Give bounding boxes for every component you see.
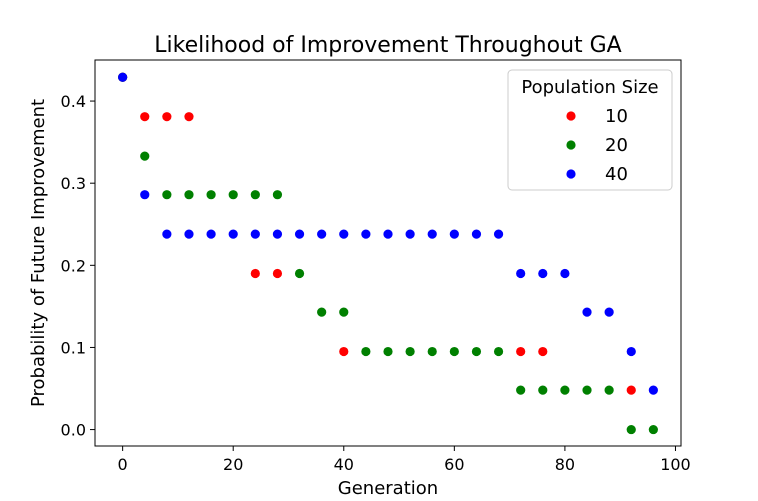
data-point-20 xyxy=(493,346,504,357)
data-point-20 xyxy=(162,190,172,200)
data-point-40 xyxy=(228,229,238,239)
x-tick-label: 100 xyxy=(660,455,691,474)
data-point-20 xyxy=(140,151,150,161)
x-tick-label: 0 xyxy=(118,455,128,474)
data-point-20 xyxy=(471,346,482,357)
data-point-10 xyxy=(162,112,172,122)
data-point-20 xyxy=(427,346,437,357)
y-tick-label: 0.3 xyxy=(61,174,86,193)
data-point-20 xyxy=(184,190,194,200)
data-point-40 xyxy=(405,229,415,239)
legend-box xyxy=(507,69,673,191)
data-point-40 xyxy=(361,229,371,239)
data-points xyxy=(118,72,658,435)
legend-items: 10 20 40 xyxy=(566,106,628,185)
data-point-10 xyxy=(272,268,283,279)
data-point-40 xyxy=(427,229,437,239)
plot-area xyxy=(94,59,682,447)
legend-marker-40 xyxy=(566,169,576,179)
data-point-40 xyxy=(493,229,504,239)
y-tick-label: 0.1 xyxy=(61,338,86,357)
data-point-40 xyxy=(538,268,548,279)
data-point-40 xyxy=(516,268,526,279)
data-point-20 xyxy=(272,190,283,200)
data-point-40 xyxy=(272,229,283,239)
chart-title: Likelihood of Improvement Throughout GA xyxy=(154,33,621,58)
data-point-40 xyxy=(339,229,349,239)
x-tick-label: 80 xyxy=(555,455,575,474)
data-point-20 xyxy=(405,346,415,357)
data-point-10 xyxy=(140,112,150,122)
data-point-20 xyxy=(317,307,327,317)
data-point-20 xyxy=(206,190,216,200)
data-point-40 xyxy=(250,229,260,239)
x-axis-label: Generation xyxy=(338,478,438,499)
data-point-40 xyxy=(206,229,216,239)
legend-label: 40 xyxy=(605,164,628,185)
data-point-40 xyxy=(383,229,393,239)
data-point-20 xyxy=(538,385,548,395)
data-point-40 xyxy=(162,229,172,239)
data-point-20 xyxy=(560,385,570,395)
data-point-40 xyxy=(582,307,592,317)
data-point-20 xyxy=(361,346,371,357)
legend-label: 10 xyxy=(605,106,628,127)
legend-title: Population Size xyxy=(521,77,658,98)
data-point-40 xyxy=(449,229,459,239)
y-axis: 0.0 0.1 0.2 0.3 0.4 xyxy=(61,92,95,440)
data-point-20 xyxy=(626,424,636,435)
data-point-40 xyxy=(604,307,614,317)
x-tick-label: 40 xyxy=(334,455,354,474)
data-point-10 xyxy=(626,385,636,395)
data-point-20 xyxy=(339,307,349,317)
data-point-40 xyxy=(626,346,636,357)
data-point-40 xyxy=(317,229,327,239)
data-point-40 xyxy=(118,72,128,82)
data-point-40 xyxy=(184,229,194,239)
legend: Population Size 10 20 40 xyxy=(507,69,673,191)
data-point-10 xyxy=(538,346,548,357)
x-axis: 0 20 40 60 80 100 xyxy=(118,446,691,474)
data-point-40 xyxy=(560,268,570,279)
data-point-10 xyxy=(250,268,260,279)
data-point-40 xyxy=(294,229,305,239)
data-point-20 xyxy=(604,385,614,395)
x-tick-label: 20 xyxy=(223,455,243,474)
data-point-10 xyxy=(184,112,194,122)
data-point-20 xyxy=(250,190,260,200)
legend-marker-10 xyxy=(566,111,576,121)
data-point-20 xyxy=(582,385,592,395)
data-point-20 xyxy=(516,385,526,395)
data-point-40 xyxy=(471,229,482,239)
data-point-40 xyxy=(648,385,658,395)
data-point-10 xyxy=(516,346,526,357)
data-point-40 xyxy=(140,190,150,200)
legend-label: 20 xyxy=(605,135,628,156)
data-point-20 xyxy=(228,190,238,200)
y-tick-label: 0.2 xyxy=(61,256,86,275)
data-point-20 xyxy=(383,346,393,357)
y-tick-label: 0.4 xyxy=(61,92,86,111)
legend-marker-20 xyxy=(566,140,576,150)
data-point-20 xyxy=(449,346,459,357)
y-tick-label: 0.0 xyxy=(61,421,86,440)
y-axis-label: Probability of Future Improvement xyxy=(28,99,49,407)
x-tick-label: 60 xyxy=(444,455,464,474)
data-point-10 xyxy=(339,346,349,357)
data-point-20 xyxy=(294,268,305,279)
data-point-20 xyxy=(648,424,658,435)
